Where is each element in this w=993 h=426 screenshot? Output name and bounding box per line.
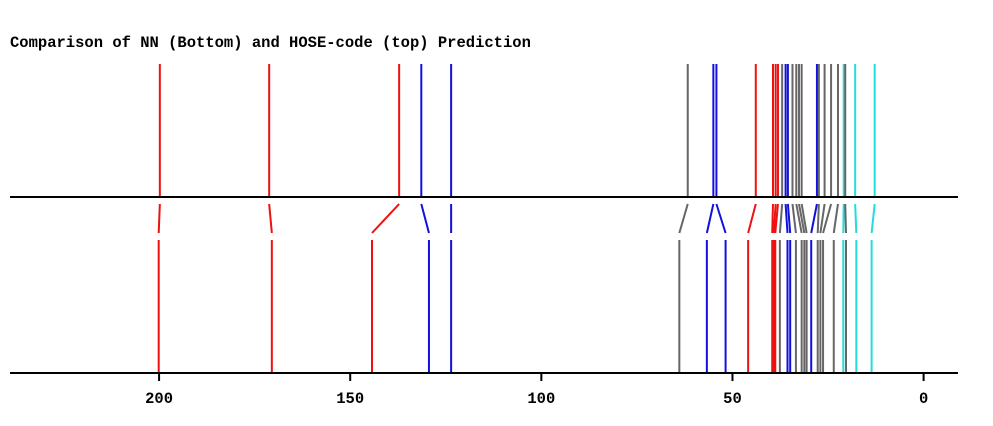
peak-connector-line xyxy=(832,203,839,234)
peak-connector-line xyxy=(810,203,818,234)
x-tick-label: 0 xyxy=(919,390,928,408)
chart-title: Comparison of NN (Bottom) and HOSE-code … xyxy=(10,34,531,52)
peak-connector-line xyxy=(819,203,826,234)
peak-connector-line xyxy=(157,203,161,234)
peak-connector-line xyxy=(771,203,774,234)
x-tick-label: 50 xyxy=(723,390,742,408)
peak-connector-line xyxy=(747,203,757,234)
peak-connector-line xyxy=(371,203,400,234)
peak-connector-line xyxy=(772,203,777,234)
x-tick-label: 200 xyxy=(145,390,173,408)
x-axis-ticks: 200 150 100 50 0 xyxy=(145,373,928,408)
x-tick-label: 100 xyxy=(527,390,555,408)
peak-sticks xyxy=(157,64,876,372)
peak-connector-line xyxy=(705,203,715,234)
peak-connector-line xyxy=(822,203,833,234)
peak-connector-line xyxy=(844,203,847,234)
peak-connector-line xyxy=(797,203,806,234)
peak-connector-line xyxy=(678,203,689,234)
x-tick-label: 150 xyxy=(336,390,364,408)
peak-connector-line xyxy=(870,203,876,234)
peak-connector-line xyxy=(268,203,273,234)
peak-connector-line xyxy=(854,203,858,234)
peak-connector-line xyxy=(786,203,792,234)
peak-connector-line xyxy=(774,203,779,234)
peak-connector-line xyxy=(800,203,808,234)
peak-connector-line xyxy=(715,203,727,234)
peak-connector-line xyxy=(778,203,784,234)
peak-connector-line xyxy=(795,203,803,234)
peak-connector-line xyxy=(816,203,820,234)
peak-connector-line xyxy=(791,203,797,234)
peak-connector-line xyxy=(784,203,789,234)
peak-connector-line xyxy=(420,203,430,234)
